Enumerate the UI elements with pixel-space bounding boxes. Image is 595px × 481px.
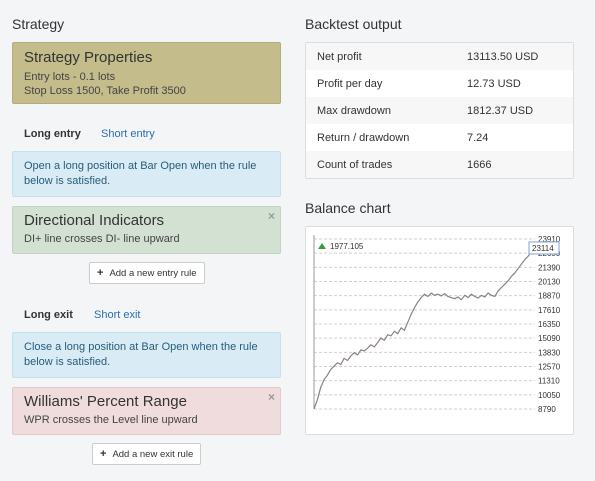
start-marker-label: 1977.105	[330, 242, 364, 251]
y-tick-label: 12570	[538, 363, 561, 372]
y-tick-label: 20130	[538, 278, 561, 287]
strategy-properties-title: Strategy Properties	[24, 49, 153, 66]
y-tick-label: 8790	[538, 405, 556, 414]
y-tick-label: 18870	[538, 292, 561, 301]
add-entry-rule-label: Add a new entry rule	[109, 268, 197, 279]
y-tick-label: 15090	[538, 334, 561, 343]
max-drawdown-value: 1812.37 USD	[467, 105, 534, 117]
balance-series-line	[313, 247, 536, 410]
tab-long-exit[interactable]: Long exit	[24, 309, 73, 321]
close-icon[interactable]: ×	[267, 390, 275, 404]
end-value-box	[528, 241, 560, 255]
entry-rule-card[interactable]: Directional Indicators DI+ line crosses …	[12, 206, 281, 254]
exit-rule-title: Williams' Percent Range	[24, 393, 187, 410]
add-exit-rule-button[interactable]: + Add a new exit rule	[92, 443, 202, 465]
net-profit-value: 13113.50 USD	[467, 51, 539, 63]
y-tick-label: 23910	[538, 235, 561, 244]
table-row: Return / drawdown 7.24	[306, 124, 573, 151]
return-drawdown-value: 7.24	[467, 132, 489, 144]
count-of-trades-value: 1666	[467, 159, 492, 171]
exit-rule-desc: WPR crosses the Level line upward	[24, 414, 198, 426]
net-profit-label: Net profit	[317, 51, 362, 63]
tab-short-entry[interactable]: Short entry	[101, 128, 155, 140]
exit-rule-card[interactable]: Williams' Percent Range WPR crosses the …	[12, 387, 281, 435]
count-of-trades-label: Count of trades	[317, 159, 393, 171]
backtest-table: Net profit 13113.50 USD Profit per day 12.…	[305, 42, 574, 179]
strategy-heading: Strategy	[12, 16, 65, 32]
plus-icon: +	[100, 448, 107, 460]
entry-rule-desc: DI+ line crosses DI- line upward	[24, 233, 180, 245]
tab-short-exit[interactable]: Short exit	[94, 309, 141, 321]
entry-note: Open a long position at Bar Open when th…	[12, 151, 281, 197]
tab-long-entry[interactable]: Long entry	[24, 128, 81, 140]
entry-lots-text: Entry lots - 0.1 lots	[24, 71, 116, 83]
y-tick-label: 13830	[538, 348, 561, 357]
table-row: Max drawdown 1812.37 USD	[306, 97, 573, 124]
add-exit-rule-label: Add a new exit rule	[112, 449, 194, 460]
strategy-properties-card[interactable]: Strategy Properties Entry lots - 0.1 lot…	[12, 42, 281, 104]
balance-chart-panel: 2391022650213902013018870176101635015090…	[305, 226, 574, 435]
sl-tp-text: Stop Loss 1500, Take Profit 3500	[24, 85, 186, 97]
table-row: Net profit 13113.50 USD	[306, 43, 573, 70]
exit-note: Close a long position at Bar Open when t…	[12, 332, 281, 378]
entry-rule-title: Directional Indicators	[24, 212, 165, 229]
max-drawdown-label: Max drawdown	[317, 105, 391, 117]
end-value-label: 23114	[532, 244, 554, 253]
table-row: Profit per day 12.73 USD	[306, 70, 573, 97]
up-triangle-icon	[318, 243, 326, 249]
y-tick-label: 17610	[538, 306, 561, 315]
profit-per-day-value: 12.73 USD	[467, 78, 521, 90]
y-tick-label: 11310	[538, 377, 560, 386]
y-tick-label: 16350	[538, 320, 561, 329]
plus-icon: +	[97, 267, 104, 279]
add-entry-rule-button[interactable]: + Add a new entry rule	[89, 262, 205, 284]
close-icon[interactable]: ×	[267, 209, 275, 223]
return-drawdown-label: Return / drawdown	[317, 132, 410, 144]
profit-per-day-label: Profit per day	[317, 78, 383, 90]
y-tick-label: 21390	[538, 263, 561, 272]
table-row: Count of trades 1666	[306, 151, 573, 178]
y-tick-label: 10050	[538, 391, 561, 400]
balance-chart-heading: Balance chart	[305, 200, 391, 216]
balance-chart: 2391022650213902013018870176101635015090…	[313, 235, 561, 414]
backtest-heading: Backtest output	[305, 16, 402, 32]
